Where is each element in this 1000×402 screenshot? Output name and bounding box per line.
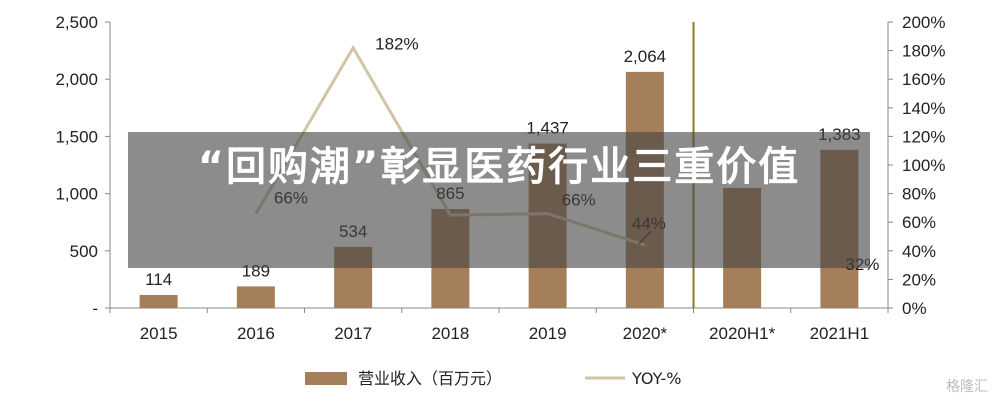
legend: 营业收入（百万元） YOY-%	[305, 369, 681, 388]
revenue-bar	[139, 294, 178, 308]
y-right-tick-label: 200%	[902, 13, 945, 32]
x-tick-label: 2018	[431, 324, 469, 343]
y-right-tick-label: 20%	[902, 270, 936, 289]
y-right-tick-label: 180%	[902, 42, 945, 61]
banner-title: “回购潮”彰显医药行业三重价值	[197, 144, 801, 190]
title-banner: “回购潮”彰显医药行业三重价值	[128, 132, 870, 268]
x-tick-label: 2015	[140, 324, 178, 343]
y-left-tick-label: -	[92, 299, 98, 318]
y-left-tick-label: 1,500	[55, 127, 98, 146]
watermark: 格隆汇	[946, 379, 988, 395]
y-right-tick-label: 80%	[902, 185, 936, 204]
legend-line-label: YOY-%	[631, 369, 681, 388]
legend-bar-label: 营业收入（百万元）	[358, 369, 502, 388]
x-tick-label: 2020*	[623, 324, 668, 343]
y-right-tick-label: 100%	[902, 156, 945, 175]
y-right-tick-label: 140%	[902, 99, 945, 118]
y-left-tick-label: 2,500	[55, 13, 98, 32]
y-left-tick-label: 1,000	[55, 185, 98, 204]
y-right-tick-label: 160%	[902, 70, 945, 89]
yoy-data-label: 182%	[375, 35, 418, 54]
x-tick-label: 2020H1*	[709, 324, 776, 343]
legend-bar-swatch	[305, 372, 347, 385]
x-tick-label: 2021H1	[810, 324, 870, 343]
y-left-tick-label: 500	[70, 242, 98, 261]
y-right-tick-label: 60%	[902, 213, 936, 232]
x-tick-label: 2017	[334, 324, 372, 343]
y-right-tick-label: 120%	[902, 127, 945, 146]
y-left-tick-label: 2,000	[55, 70, 98, 89]
revenue-data-label: 2,064	[624, 47, 667, 66]
y-right-tick-label: 0%	[902, 299, 927, 318]
revenue-bar	[236, 286, 275, 308]
x-tick-label: 2019	[529, 324, 567, 343]
x-tick-label: 2016	[237, 324, 275, 343]
revenue-data-label: 114	[145, 270, 172, 289]
y-right-tick-label: 40%	[902, 242, 936, 261]
